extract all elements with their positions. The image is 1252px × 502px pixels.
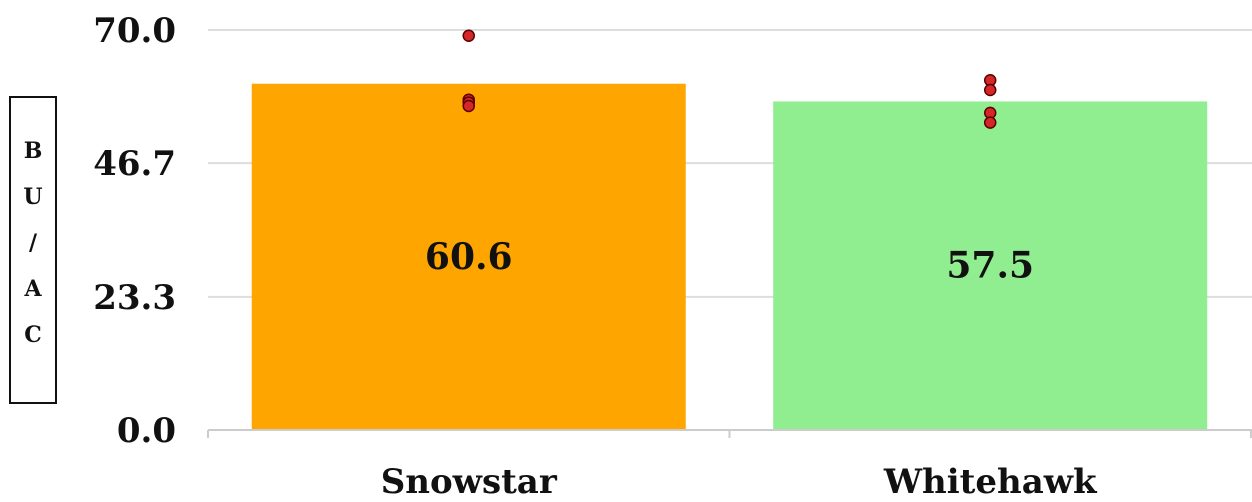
bars [251, 83, 1208, 430]
bar-whitehawk [773, 101, 1208, 430]
y-tick-label: 0.0 [117, 411, 176, 451]
y-axis-label-box [9, 96, 57, 404]
data-points [462, 29, 997, 129]
axes [207, 429, 1252, 438]
y-axis-label-char: B [24, 138, 43, 164]
y-axis-label-char: / [29, 230, 38, 256]
data-point [983, 83, 997, 97]
x-tick-label: Snowstar [381, 462, 558, 502]
bar-value-label: 57.5 [946, 245, 1034, 287]
bar-snowstar [251, 83, 686, 430]
data-point [462, 29, 475, 42]
bar-value-label: 60.6 [425, 236, 513, 278]
y-tick-label: 46.7 [93, 144, 176, 184]
y-tick-label: 70.0 [93, 11, 176, 51]
labels: 0.0 23.3 46.7 70.0 60.6 Snowstar 57.5 Whitehawk [93, 11, 1098, 502]
y-axis-label: BU / AC [9, 96, 57, 404]
y-axis-label-char: U [23, 184, 42, 210]
y-tick-label: 23.3 [93, 278, 176, 318]
y-axis-label-char: C [24, 322, 42, 348]
data-point [983, 116, 997, 129]
data-point [462, 99, 475, 113]
x-tick-label: Whitehawk [883, 462, 1098, 502]
y-axis-label-char: A [23, 276, 42, 302]
